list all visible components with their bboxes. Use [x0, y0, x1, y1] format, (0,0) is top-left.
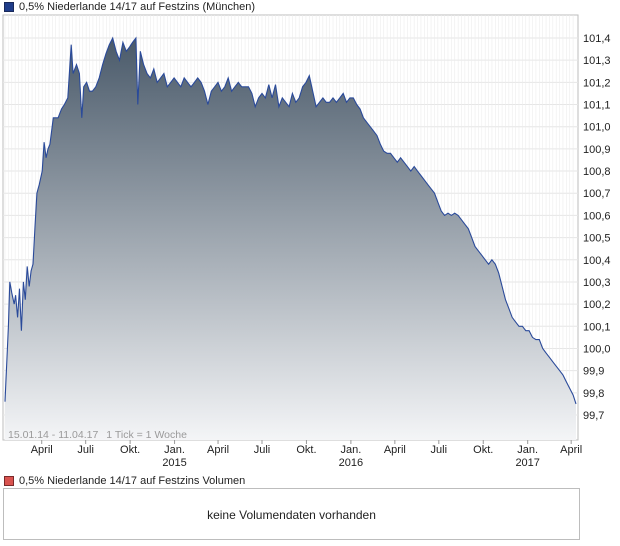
y-tick-label: 101,2 [583, 77, 611, 89]
y-tick-label: 101,3 [583, 55, 611, 67]
y-tick-label: 100,3 [583, 277, 611, 289]
y-tick-label: 101,1 [583, 100, 611, 112]
y-tick-label: 100,8 [583, 166, 611, 178]
price-legend-swatch [4, 2, 14, 12]
y-tick-label: 100,0 [583, 343, 611, 355]
price-area [5, 38, 576, 440]
x-tick-label: April [384, 444, 406, 456]
x-tick-label: Jan. [517, 444, 538, 456]
volume-legend-swatch [4, 476, 14, 486]
price-legend: 0,5% Niederlande 14/17 auf Festzins (Mün… [4, 0, 255, 14]
x-tick-label: April [207, 444, 229, 456]
x-tick-year-label: 2017 [515, 457, 539, 469]
y-tick-label: 99,7 [583, 410, 604, 422]
x-tick-label: Okt. [296, 444, 316, 456]
x-tick-label: Juli [77, 444, 94, 456]
y-tick-label: 100,1 [583, 321, 611, 333]
y-tick-label: 100,4 [583, 255, 611, 267]
x-tick-label: April [31, 444, 53, 456]
x-tick-year-label: 2015 [162, 457, 186, 469]
y-tick-label: 100,9 [583, 144, 611, 156]
chart-caption: 15.01.14 - 11.04.17 1 Tick = 1 Woche [8, 429, 187, 441]
volume-empty-message: keine Volumendaten vorhanden [207, 508, 376, 522]
y-axis-ticks: 101,4 101,3 101,2 101,1 101,0 100,9 100,8 100,7… [583, 33, 611, 422]
y-tick-label: 100,7 [583, 188, 611, 200]
caption-range: 15.01.14 - 11.04.17 [8, 429, 98, 441]
y-tick-label: 100,6 [583, 210, 611, 222]
volume-panel: keine Volumendaten vorhanden [3, 488, 580, 540]
y-tick-label: 101,4 [583, 33, 611, 45]
y-tick-label: 100,2 [583, 299, 611, 311]
price-legend-label: 0,5% Niederlande 14/17 auf Festzins (Mün… [19, 1, 256, 13]
data-area-layer [4, 36, 577, 440]
volume-legend: 0,5% Niederlande 14/17 auf Festzins Volu… [4, 474, 245, 488]
x-tick-label: Jan. [164, 444, 185, 456]
price-line [4, 36, 577, 405]
y-tick-label: 99,9 [583, 366, 604, 378]
x-tick-label: April [560, 444, 582, 456]
caption-tick: 1 Tick = 1 Woche [106, 429, 187, 441]
x-tick-label: Juli [431, 444, 448, 456]
x-tick-label: Okt. [473, 444, 493, 456]
y-tick-label: 101,0 [583, 122, 611, 134]
y-tick-label: 100,5 [583, 233, 611, 245]
price-chart: 101,4 101,3 101,2 101,1 101,0 100,9 100,8 100,7… [2, 14, 611, 469]
volume-legend-label: 0,5% Niederlande 14/17 auf Festzins Volu… [19, 475, 246, 487]
x-tick-year-label: 2016 [339, 457, 363, 469]
x-tick-label: Juli [254, 444, 271, 456]
x-tick-label: Okt. [120, 444, 140, 456]
x-tick-label: Jan. [340, 444, 361, 456]
y-tick-label: 99,8 [583, 388, 604, 400]
